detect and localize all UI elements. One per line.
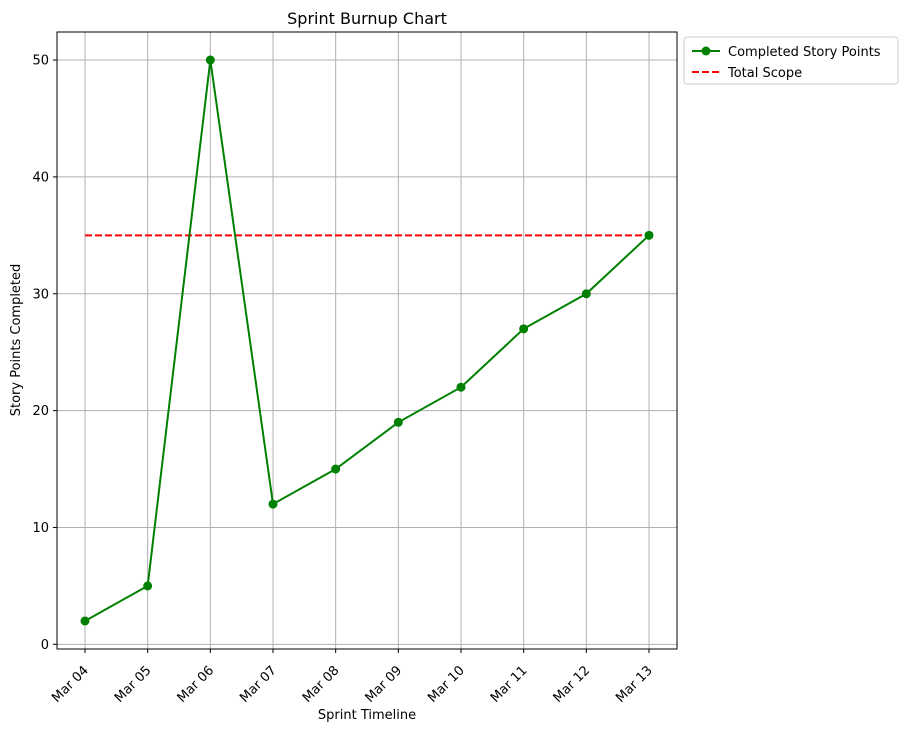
x-axis-label: Sprint Timeline [318,708,416,723]
completed-point [143,581,153,591]
chart-title: Sprint Burnup Chart [287,9,447,28]
plot-frame [56,31,678,650]
completed-point [205,55,215,65]
y-tick-label: 30 [32,287,49,302]
completed-point [581,289,591,299]
grid [57,32,677,649]
completed-point [456,382,466,392]
y-tick-label: 10 [32,521,49,536]
completed-point [519,324,529,334]
legend-scope-label: Total Scope [727,66,802,81]
completed-line [84,59,650,622]
y-tick-label: 0 [41,638,49,653]
y-tick-label: 50 [32,54,49,69]
y-axis: 0 10 20 30 40 50 [32,54,57,653]
completed-point [331,464,341,474]
completed-point [80,616,90,626]
completed-point [644,230,654,240]
legend-completed-marker [701,46,711,56]
legend-box [683,36,899,85]
legend: Completed Story Points Total Scope [683,36,899,85]
y-tick-label: 20 [32,404,49,419]
completed-point [393,417,403,427]
legend-completed-label: Completed Story Points [728,45,881,60]
y-tick-label: 40 [32,170,49,185]
completed-point [268,499,278,509]
completed-series [80,55,654,626]
y-axis-label: Story Points Completed [9,264,24,417]
